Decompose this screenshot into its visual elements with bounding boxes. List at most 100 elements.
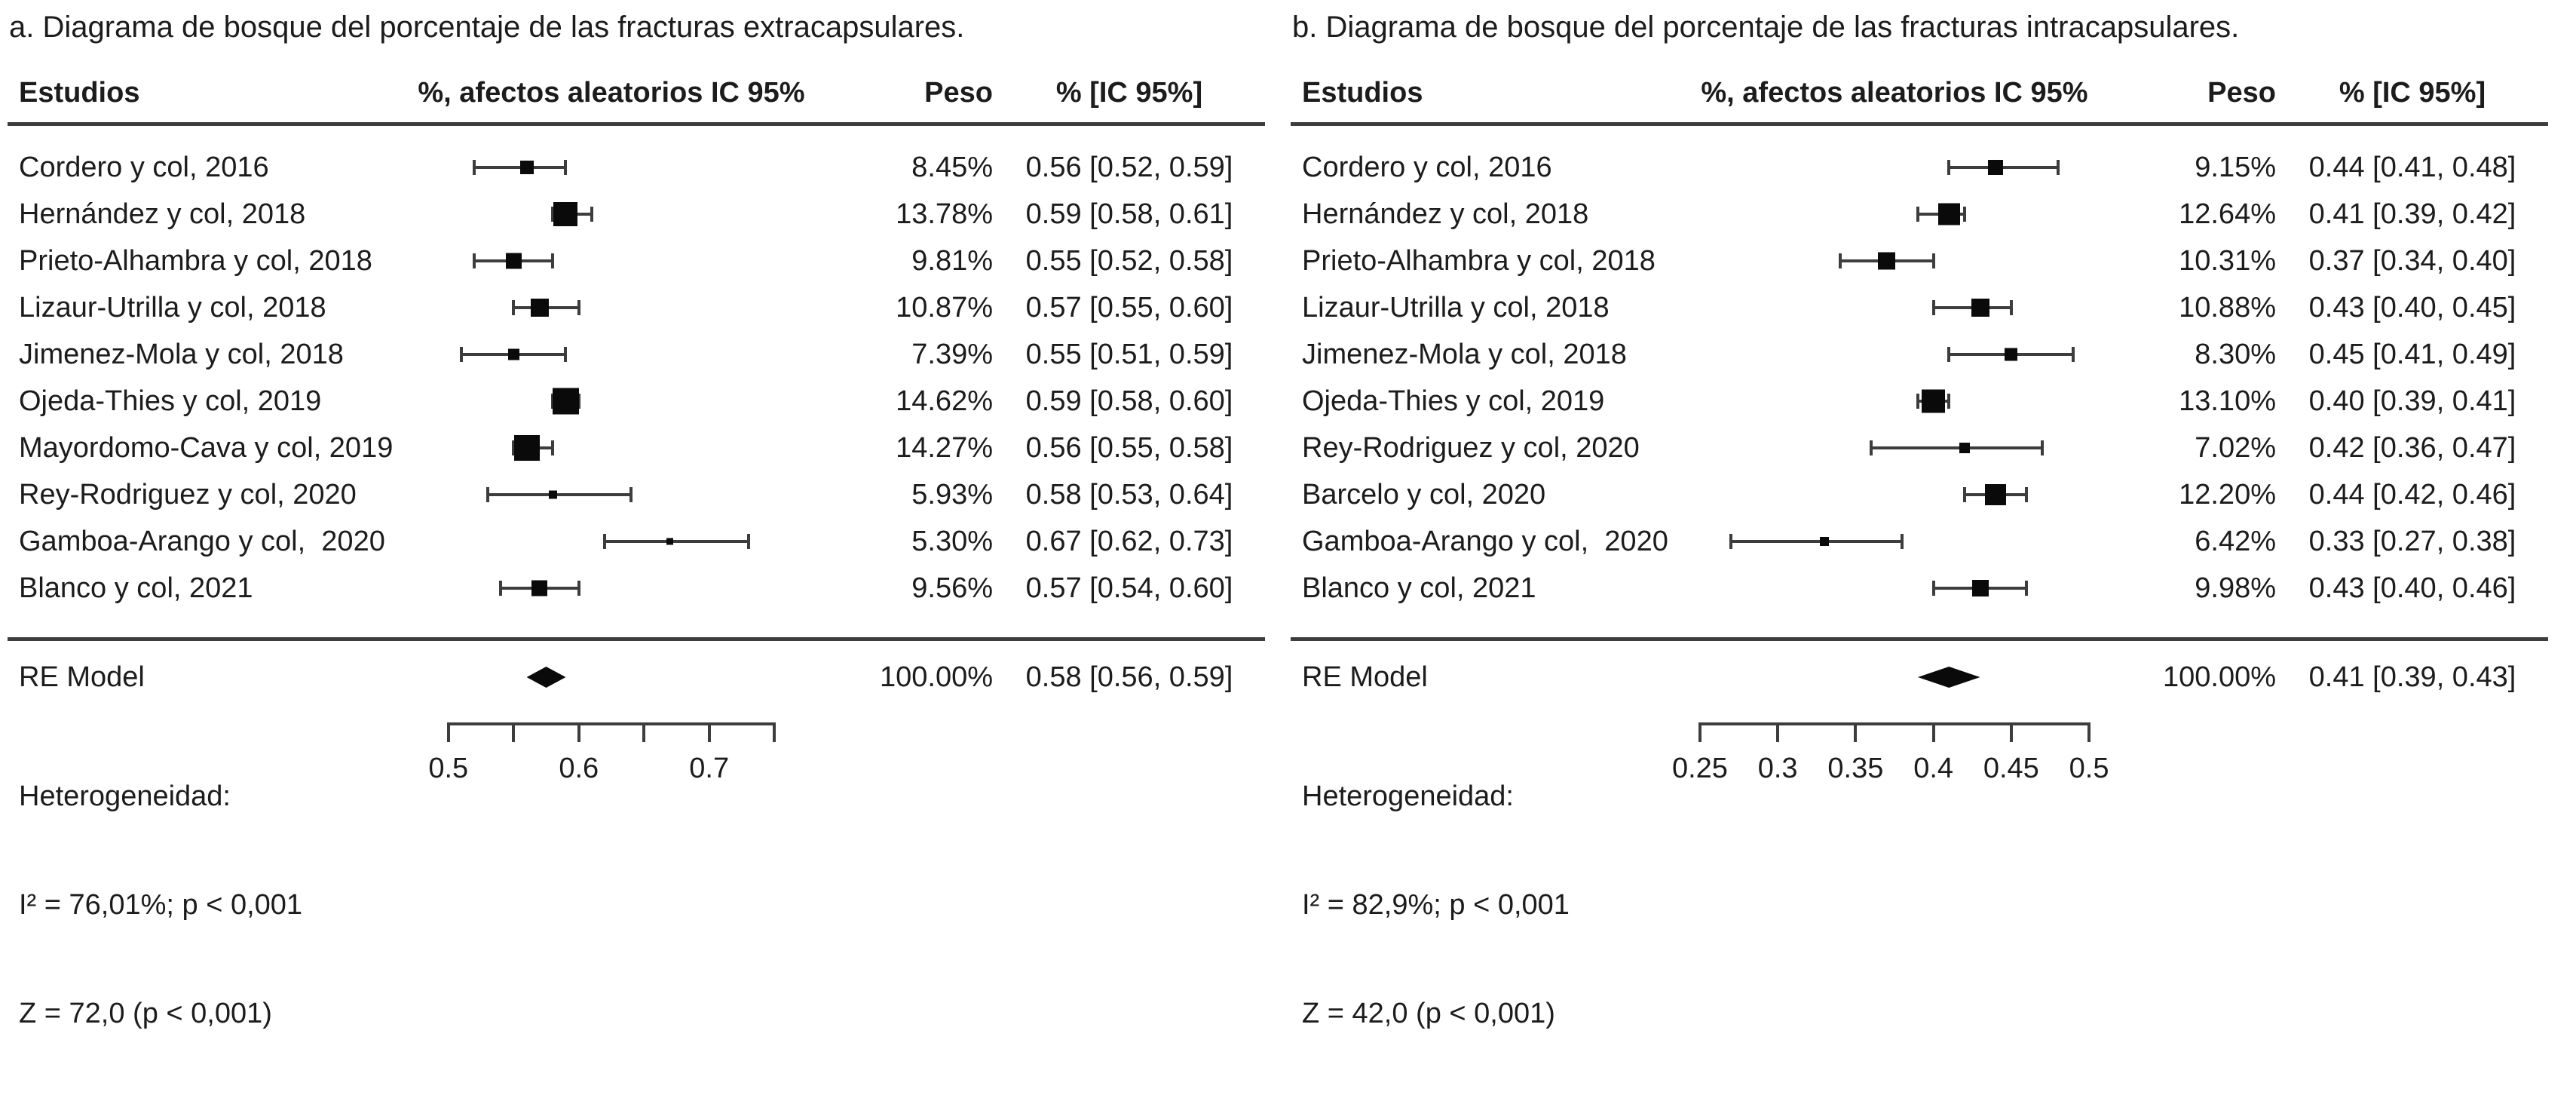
- x-axis-tick: [2009, 722, 2013, 742]
- x-axis-tick: [577, 722, 580, 742]
- study-plot-cell: [370, 378, 853, 425]
- ci-cap-left: [1916, 394, 1919, 409]
- study-plot-cell: [1653, 425, 2136, 471]
- study-row: Lizaur-Utrilla y col, 2018 10.87% 0.57 […: [8, 284, 1265, 331]
- col-header-studies: Estudios: [1302, 77, 1423, 109]
- col-header-weight: Peso: [2207, 77, 2276, 109]
- point-estimate-marker: [1820, 537, 1830, 546]
- summary-diamond-icon: [526, 667, 566, 688]
- summary-plot-cell: [370, 654, 853, 701]
- ci-cap-left: [473, 160, 476, 175]
- x-axis-tick: [512, 722, 516, 742]
- study-ci: 0.43 [0.40, 0.45]: [2308, 291, 2516, 324]
- study-row: Barcelo y col, 2020 12.20% 0.44 [0.42, 0…: [1291, 471, 2548, 518]
- study-ci: 0.33 [0.27, 0.38]: [2308, 525, 2516, 557]
- study-row: Hernández y col, 2018 12.64% 0.41 [0.39,…: [1291, 191, 2548, 238]
- panel-title: b. Diagrama de bosque del porcentaje de …: [1292, 11, 2240, 44]
- study-ci: 0.59 [0.58, 0.60]: [1025, 385, 1233, 417]
- study-weight: 14.27%: [896, 431, 993, 464]
- study-ci: 0.37 [0.34, 0.40]: [2308, 244, 2516, 277]
- study-weight: 10.87%: [896, 291, 993, 324]
- column-headers: Estudios %, afectos aleatorios IC 95% Pe…: [1291, 74, 2548, 112]
- summary-label: RE Model: [19, 661, 145, 693]
- ci-line: [1871, 446, 2043, 449]
- point-estimate-marker: [519, 161, 534, 174]
- study-plot-cell: [1653, 238, 2136, 284]
- point-estimate-marker: [513, 435, 540, 461]
- study-label: Ojeda-Thies y col, 2019: [19, 385, 322, 417]
- ci-cap-right: [2025, 581, 2029, 596]
- study-plot-cell: [370, 331, 853, 378]
- study-plot-cell: [370, 565, 853, 612]
- study-weight: 7.02%: [2195, 431, 2276, 464]
- heterogeneity-title: Heterogeneidad:: [1302, 780, 1514, 812]
- study-row: Prieto-Alhambra y col, 2018 9.81% 0.55 […: [8, 238, 1265, 284]
- study-label: Gamboa-Arango y col, 2020: [1302, 525, 1668, 557]
- study-label: Cordero y col, 2016: [19, 151, 269, 183]
- study-label: Ojeda-Thies y col, 2019: [1302, 385, 1605, 417]
- ci-cap-right: [564, 160, 568, 175]
- ci-cap-left: [603, 534, 607, 549]
- ci-cap-left: [551, 207, 555, 222]
- study-ci: 0.43 [0.40, 0.46]: [2308, 572, 2516, 604]
- study-weight: 10.31%: [2179, 244, 2276, 277]
- col-header-weight: Peso: [924, 77, 993, 109]
- x-axis-tick: [1931, 722, 1935, 742]
- study-ci: 0.41 [0.39, 0.42]: [2308, 198, 2516, 230]
- study-row: Blanco y col, 2021 9.56% 0.57 [0.54, 0.6…: [8, 565, 1265, 612]
- x-axis-tick-label: 0.35: [1827, 753, 1884, 784]
- study-label: Hernández y col, 2018: [1302, 198, 1589, 230]
- study-label: Gamboa-Arango y col, 2020: [19, 525, 385, 557]
- x-axis-tick-label: 0.6: [559, 753, 599, 784]
- x-axis-tick: [773, 722, 776, 742]
- ci-cap-right: [551, 440, 555, 455]
- x-axis-tick-label: 0.4: [1913, 753, 1954, 784]
- summary-weight: 100.00%: [879, 661, 993, 693]
- ci-line: [605, 540, 749, 543]
- study-row: Blanco y col, 2021 9.98% 0.43 [0.40, 0.4…: [1291, 565, 2548, 612]
- study-ci: 0.58 [0.53, 0.64]: [1025, 478, 1233, 511]
- study-weight: 12.64%: [2179, 198, 2276, 230]
- study-label: Jimenez-Mola y col, 2018: [19, 338, 344, 370]
- study-ci: 0.45 [0.41, 0.49]: [2308, 338, 2516, 370]
- ci-cap-right: [577, 300, 580, 315]
- study-weight: 14.62%: [896, 385, 993, 417]
- ci-cap-left: [473, 253, 476, 268]
- study-plot-cell: [1653, 284, 2136, 331]
- x-axis-tick: [1854, 722, 1858, 742]
- study-row: Ojeda-Thies y col, 2019 14.62% 0.59 [0.5…: [8, 378, 1265, 425]
- ci-cap-right: [746, 534, 750, 549]
- study-plot-cell: [370, 284, 853, 331]
- study-plot-cell: [370, 238, 853, 284]
- study-ci: 0.44 [0.42, 0.46]: [2308, 478, 2516, 511]
- summary-rule: [1291, 637, 2548, 641]
- study-ci: 0.55 [0.52, 0.58]: [1025, 244, 1233, 277]
- study-ci: 0.44 [0.41, 0.48]: [2308, 151, 2516, 183]
- x-axis-tick: [707, 722, 711, 742]
- point-estimate-marker: [1959, 443, 1970, 453]
- study-label: Cordero y col, 2016: [1302, 151, 1552, 183]
- ci-cap-left: [485, 487, 489, 502]
- study-ci: 0.56 [0.52, 0.59]: [1025, 151, 1233, 183]
- study-ci: 0.55 [0.51, 0.59]: [1025, 338, 1233, 370]
- summary-rule: [8, 637, 1265, 641]
- point-estimate-marker: [548, 490, 557, 499]
- summary-plot-cell: [1653, 654, 2136, 701]
- study-plot-cell: [370, 144, 853, 191]
- study-weight: 8.30%: [2195, 338, 2276, 370]
- col-header-plot: %, afectos aleatorios IC 95%: [418, 77, 805, 109]
- point-estimate-marker: [666, 538, 674, 545]
- ci-cap-left: [1931, 581, 1935, 596]
- ci-cap-right: [2025, 487, 2029, 502]
- x-axis-tick-label: 0.3: [1757, 753, 1798, 784]
- panel-footer: Heterogeneidad: I² = 82,9%; p < 0,001 Z …: [1291, 706, 2548, 1104]
- study-label: Prieto-Alhambra y col, 2018: [1302, 244, 1656, 277]
- study-row: Gamboa-Arango y col, 2020 6.42% 0.33 [0.…: [1291, 518, 2548, 565]
- study-row: Mayordomo-Cava y col, 2019 14.27% 0.56 […: [8, 425, 1265, 471]
- summary-row: RE Model 100.00% 0.41 [0.39, 0.43]: [1291, 653, 2548, 701]
- study-weight: 5.93%: [911, 478, 993, 511]
- study-label: Jimenez-Mola y col, 2018: [1302, 338, 1627, 370]
- study-row: Hernández y col, 2018 13.78% 0.59 [0.58,…: [8, 191, 1265, 238]
- study-plot-cell: [1653, 191, 2136, 238]
